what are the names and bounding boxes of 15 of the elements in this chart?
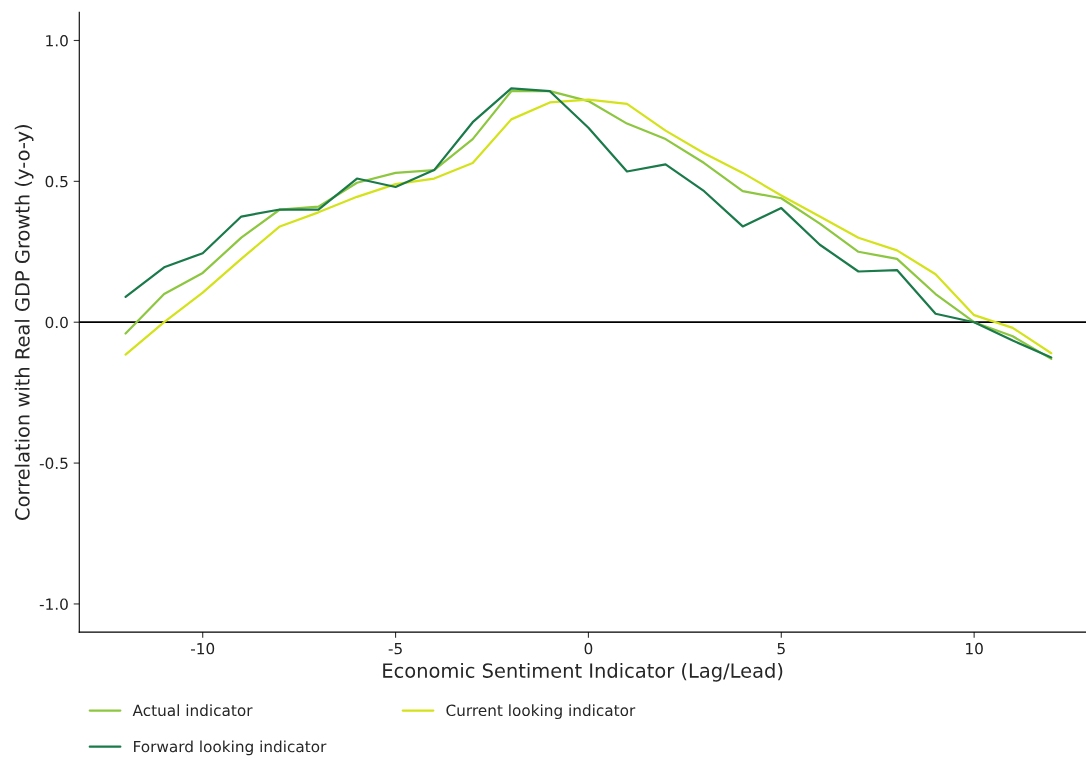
x-tick-label: -10	[190, 642, 215, 655]
legend-label: Current looking indicator	[446, 704, 636, 720]
y-tick-label: 1.0	[46, 34, 68, 47]
legend-label: Forward looking indicator	[134, 740, 327, 756]
y-tick-label: 0.0	[45, 316, 68, 329]
x-axis-title: Economic Sentiment Indicator (Lag/Lead)	[383, 662, 783, 682]
x-tick-label: 0	[584, 642, 593, 655]
x-tick-label: 5	[777, 643, 785, 655]
y-tick-label: -1.0	[39, 598, 68, 610]
x-tick-label: -5	[388, 643, 402, 655]
y-axis-title: Correlation with Real GDP Growth (y-o-y)	[14, 125, 34, 520]
x-tick-label: 10	[966, 642, 983, 655]
y-tick-label: -0.5	[39, 457, 68, 470]
y-tick-label: 0.5	[45, 175, 68, 188]
legend-label: Actual indicator	[132, 704, 253, 717]
